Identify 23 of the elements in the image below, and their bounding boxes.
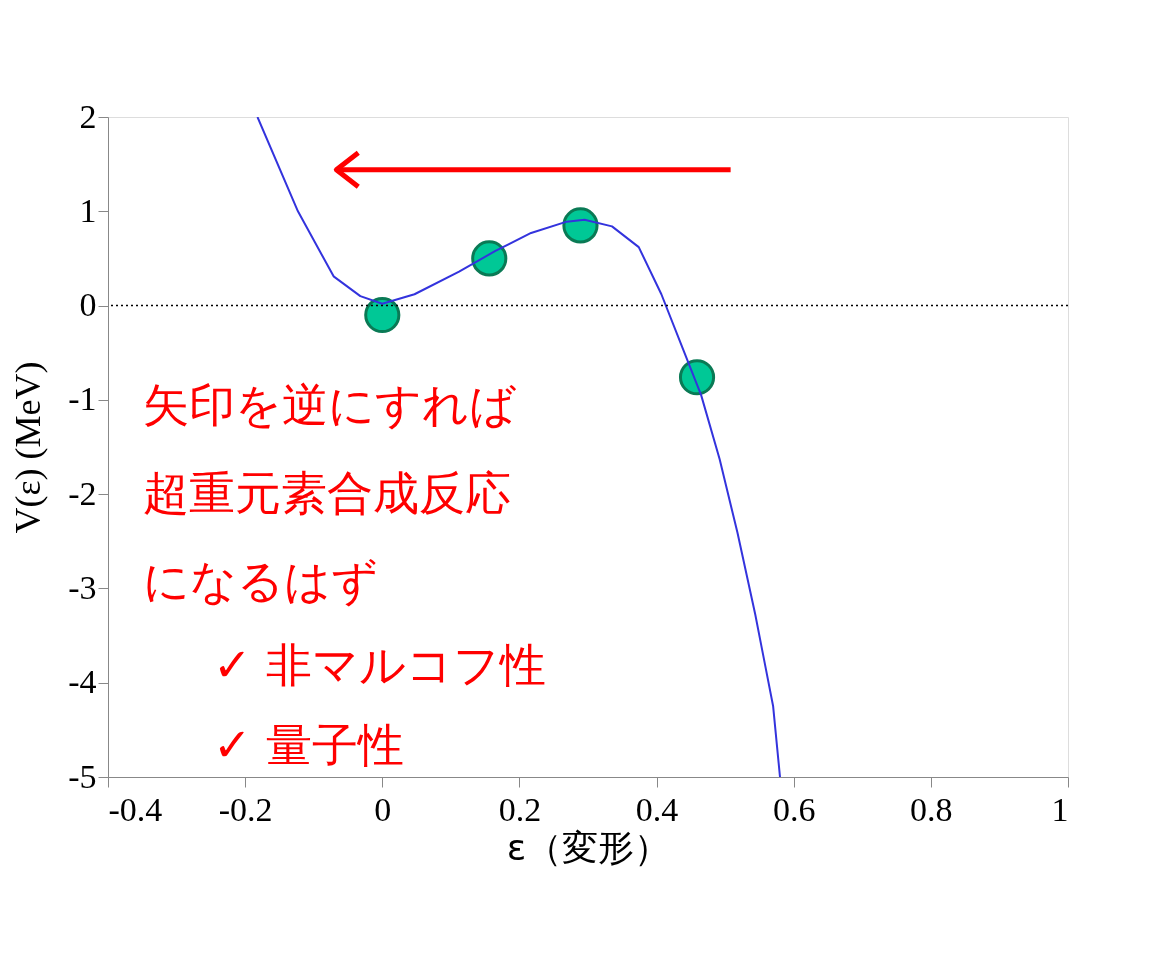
x-tick-label: 0.4 <box>635 790 679 828</box>
x-axis-title: ε（変形） <box>506 826 671 868</box>
x-tick-label: -0.4 <box>108 790 163 828</box>
y-tick-label: -1 <box>68 380 97 418</box>
x-tick-label: 0.6 <box>772 790 816 828</box>
annotation: ✓ 非マルコフ性 <box>213 638 547 692</box>
y-axis-title: V(ε) (MeV) <box>8 361 49 534</box>
x-tick-label: 1 <box>1051 790 1069 828</box>
annotation: 矢印を逆にすれば <box>143 378 517 432</box>
annotation: ✓ 量子性 <box>213 718 405 772</box>
y-tick-label: -2 <box>68 474 97 512</box>
x-tick-label: 0.8 <box>910 790 953 828</box>
annotation: 超重元素合成反応 <box>143 466 511 520</box>
y-tick-label: 0 <box>79 286 97 324</box>
y-tick-label: -3 <box>68 568 97 606</box>
y-tick-label: 2 <box>79 97 97 135</box>
y-tick-label: -5 <box>68 757 97 795</box>
y-tick-label: 1 <box>79 191 97 229</box>
x-tick-label: -0.2 <box>218 790 273 828</box>
annotation: になるはず <box>143 554 378 608</box>
y-tick-label: -4 <box>68 663 97 701</box>
x-tick-label: 0 <box>374 790 392 828</box>
x-tick-label: 0.2 <box>498 790 542 828</box>
